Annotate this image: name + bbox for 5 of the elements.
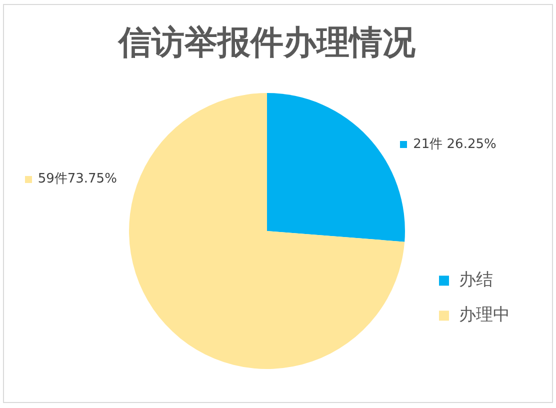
chart-title: 信访举报件办理情况 xyxy=(116,22,416,62)
legend-label: 办理中 xyxy=(459,305,510,326)
legend-label: 办结 xyxy=(459,270,493,290)
data-label: 59件73.75% xyxy=(38,172,117,187)
data-label: 21件 26.25% xyxy=(413,136,496,152)
